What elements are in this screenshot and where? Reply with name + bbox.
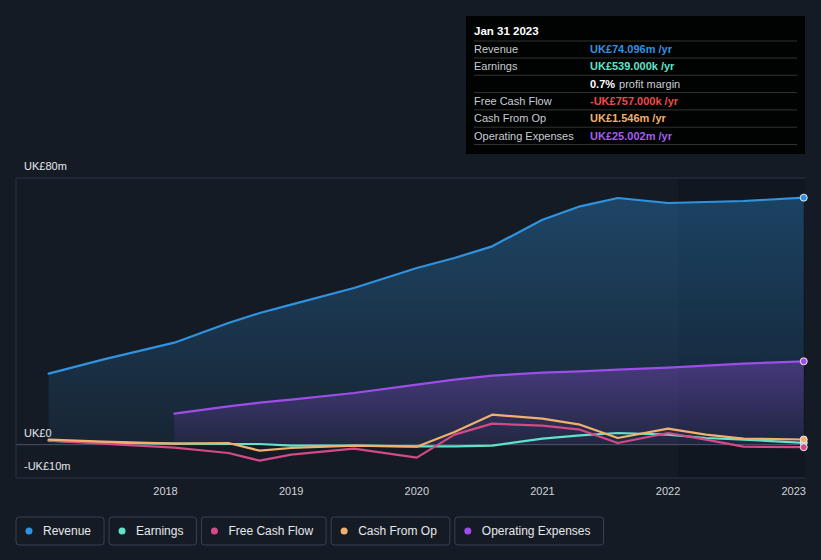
tooltip-title: Jan 31 2023 [474,25,539,37]
x-tick-label: 2021 [530,485,554,497]
tooltip-value: -UK£757.000k /yr [590,95,679,107]
tooltip: Jan 31 2023 Revenue UK£74.096m /yr Earnings… [466,16,805,154]
tooltip-value: UK£1.546m /yr [590,112,667,124]
tooltip-label: Free Cash Flow [474,95,552,107]
legend-box [16,517,104,545]
tooltip-label: Earnings [474,60,518,72]
legend-label: Cash From Op [358,524,437,538]
y-tick-label: -UK£10m [24,460,70,472]
tooltip-box [466,16,805,154]
grid-line [16,178,805,179]
tooltip-value: 0.7% [590,78,615,90]
legend-item: Free Cash Flow [201,517,326,545]
x-tick-label: 2023 [781,485,805,497]
legend-box [455,517,604,545]
legend-label: Revenue [43,524,91,538]
plot-area [49,198,804,461]
tooltip-label: Revenue [474,43,518,55]
tooltip-label: Cash From Op [474,112,546,124]
chart: UK£80m UK£0 -UK£10m 2018 2019 2020 2021 2022 202… [0,0,821,560]
x-tick-label: 2019 [279,485,303,497]
end-dot [800,436,807,443]
x-tick-label: 2018 [153,485,177,497]
separator [474,92,797,93]
area [174,361,803,444]
background [0,0,821,560]
y-tick-label: UK£80m [24,160,67,172]
legend-label: Free Cash Flow [228,524,313,538]
separator [474,144,797,145]
legend-item: Revenue [16,517,104,545]
grid-line [16,478,805,479]
legend-label: Operating Expenses [482,524,591,538]
end-dot [800,194,807,201]
y-tick-label: UK£0 [24,427,52,439]
separator [474,127,797,128]
legend-swatch [464,528,471,535]
x-tick-label: 2020 [405,485,429,497]
legend-item: Cash From Op [331,517,450,545]
tooltip-value: UK£25.002m /yr [590,130,673,142]
separator [474,109,797,110]
tooltip-label: Operating Expenses [474,130,574,142]
legend-box [201,517,326,545]
legend-label: Earnings [136,524,183,538]
legend-box [331,517,450,545]
axis-line [16,178,17,478]
legend-swatch [211,528,218,535]
tooltip-value: UK£74.096m /yr [590,43,673,55]
legend-item: Operating Expenses [455,517,604,545]
x-tick-label: 2022 [656,485,680,497]
separator [474,75,797,76]
separator [474,58,797,59]
separator [474,41,797,42]
line [49,415,804,451]
legend-swatch [119,528,126,535]
legend-box [109,517,196,545]
tooltip-note: profit margin [619,78,680,90]
legend-swatch [341,528,348,535]
area [49,198,804,445]
tooltip-value: UK£539.000k /yr [590,60,675,72]
end-dot [800,358,807,365]
line [174,361,803,413]
line [49,198,804,374]
end-dot [800,444,807,451]
legend-swatch [26,528,33,535]
legend-item: Earnings [109,517,196,545]
